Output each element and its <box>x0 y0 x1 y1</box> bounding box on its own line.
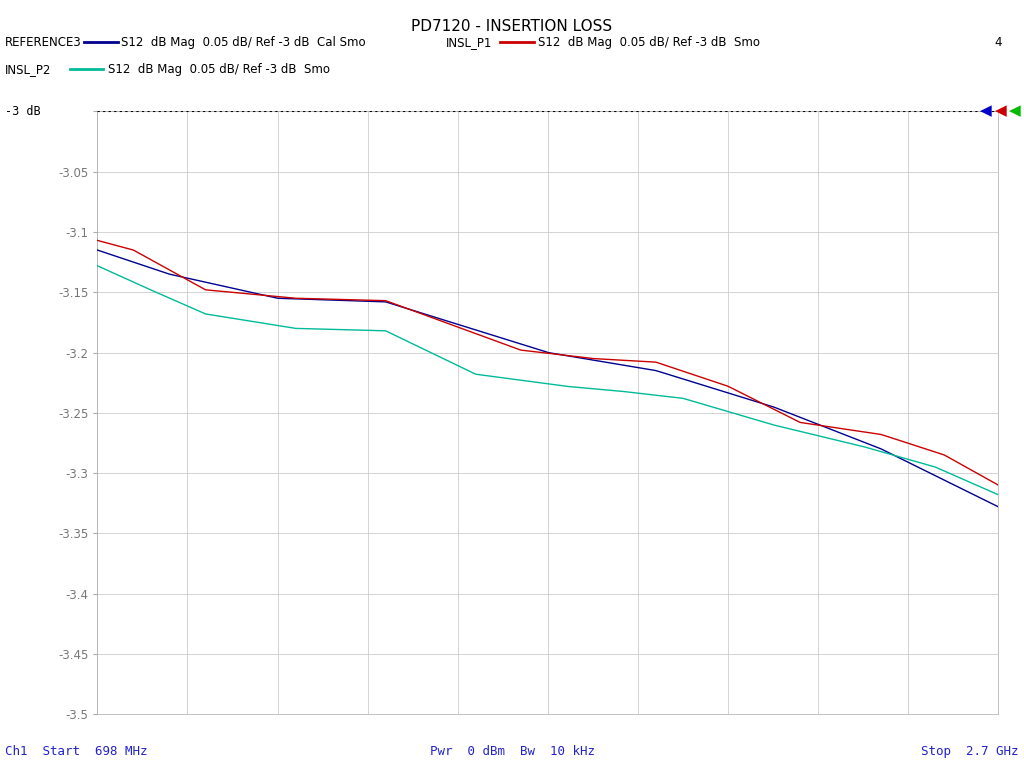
Text: ◀: ◀ <box>1009 103 1021 118</box>
Text: Pwr  0 dBm  Bw  10 kHz: Pwr 0 dBm Bw 10 kHz <box>429 745 595 757</box>
Text: PD7120 - INSERTION LOSS: PD7120 - INSERTION LOSS <box>412 19 612 35</box>
Text: INSL_P1: INSL_P1 <box>445 36 492 48</box>
Text: Ch1  Start  698 MHz: Ch1 Start 698 MHz <box>5 745 147 757</box>
Text: INSL_P2: INSL_P2 <box>5 63 51 75</box>
Text: REFERENCE3: REFERENCE3 <box>5 36 82 48</box>
Text: ◀: ◀ <box>980 103 992 118</box>
Text: -3 dB: -3 dB <box>5 105 41 118</box>
Text: Stop  2.7 GHz: Stop 2.7 GHz <box>922 745 1019 757</box>
Text: 4: 4 <box>994 36 1001 48</box>
Text: S12  dB Mag  0.05 dB/ Ref -3 dB  Smo: S12 dB Mag 0.05 dB/ Ref -3 dB Smo <box>538 36 760 48</box>
Text: ◀: ◀ <box>994 103 1007 118</box>
Text: S12  dB Mag  0.05 dB/ Ref -3 dB  Smo: S12 dB Mag 0.05 dB/ Ref -3 dB Smo <box>108 63 330 75</box>
Text: S12  dB Mag  0.05 dB/ Ref -3 dB  Cal Smo: S12 dB Mag 0.05 dB/ Ref -3 dB Cal Smo <box>121 36 366 48</box>
